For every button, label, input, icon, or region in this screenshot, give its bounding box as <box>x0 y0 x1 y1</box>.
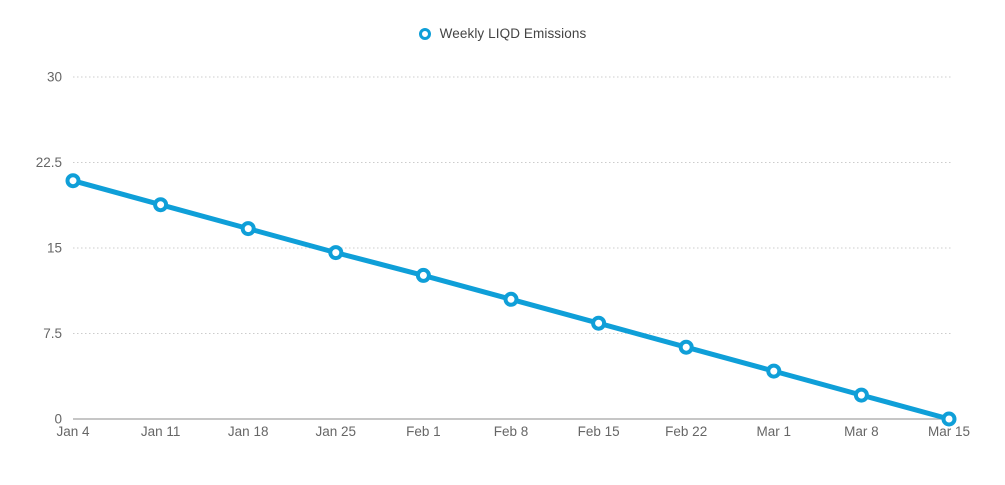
data-point[interactable] <box>328 245 344 261</box>
data-point[interactable] <box>591 315 607 331</box>
x-tick-label: Feb 15 <box>578 424 620 439</box>
x-tick-label: Feb 1 <box>406 424 441 439</box>
x-tick-label: Mar 15 <box>928 424 970 439</box>
x-tick-label: Feb 22 <box>665 424 707 439</box>
data-point[interactable] <box>153 197 169 213</box>
x-tick-label: Jan 18 <box>228 424 269 439</box>
x-tick-label: Jan 11 <box>141 424 181 439</box>
y-tick-label: 15 <box>47 241 62 256</box>
y-tick-label: 22.5 <box>36 155 62 170</box>
data-point[interactable] <box>65 173 81 189</box>
y-tick-label: 7.5 <box>43 326 62 341</box>
y-tick-label: 0 <box>54 412 62 427</box>
data-point[interactable] <box>853 387 869 403</box>
legend[interactable]: Weekly LIQD Emissions <box>0 26 1005 41</box>
data-point[interactable] <box>766 363 782 379</box>
data-point[interactable] <box>503 291 519 307</box>
x-tick-label: Jan 25 <box>316 424 357 439</box>
data-point[interactable] <box>240 221 256 237</box>
y-tick-label: 30 <box>47 70 62 85</box>
x-tick-label: Feb 8 <box>494 424 529 439</box>
x-tick-label: Jan 4 <box>56 424 90 439</box>
data-point[interactable] <box>678 339 694 355</box>
x-tick-label: Mar 1 <box>757 424 792 439</box>
data-point[interactable] <box>415 267 431 283</box>
legend-label: Weekly LIQD Emissions <box>439 26 587 41</box>
legend-marker-icon <box>418 27 431 40</box>
x-tick-label: Mar 8 <box>844 424 879 439</box>
data-point[interactable] <box>941 411 957 427</box>
